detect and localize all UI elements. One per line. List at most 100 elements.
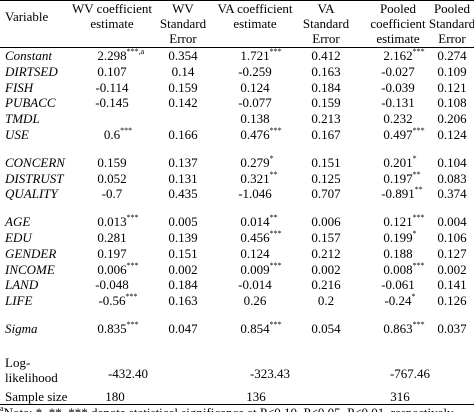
variable-label: DIRTSED (5, 63, 58, 79)
cell: 0.142 (168, 95, 198, 111)
cell-value: 0.199 (383, 230, 413, 245)
cell: 0.124 (240, 79, 270, 95)
cell: 0.212 (311, 245, 341, 261)
header-rule (0, 47, 474, 48)
significance: ** (269, 169, 278, 179)
cell: 0.159 (168, 79, 198, 95)
cell-value: -0.56 (98, 293, 126, 309)
cell: 0.126 (437, 293, 467, 309)
significance: ***,a (126, 47, 145, 56)
variable-label: USE (5, 127, 29, 142)
cell: 2.298***,a (97, 47, 145, 64)
variable-label: GENDER (5, 245, 57, 261)
cell-value: 0.013 (97, 214, 127, 230)
cell-value: 0.835 (97, 321, 127, 336)
significance: * (412, 229, 417, 238)
cell-value: 0.006 (97, 261, 127, 277)
cell-value: 0.476 (240, 127, 270, 142)
cell-value: 0.197 (383, 170, 413, 186)
cell-value: 0.201 (383, 154, 413, 170)
significance: * (412, 153, 417, 163)
cell: 0.109 (437, 63, 467, 79)
cell: 0.854*** (240, 320, 282, 337)
cell: 0.163 (311, 63, 341, 79)
top-rule (0, 0, 474, 1)
variable-label: Sigma (5, 321, 38, 336)
significance: *** (269, 229, 282, 238)
significance: ** (269, 213, 278, 223)
cell-value: 1.721 (240, 48, 270, 63)
cell: 0.138 (240, 111, 270, 127)
significance: * (269, 153, 274, 163)
cell: 1.721*** (240, 47, 282, 64)
significance: *** (269, 260, 282, 270)
cell: 0.281 (97, 230, 127, 245)
cell-value: -0.891 (381, 186, 415, 202)
significance: *** (412, 47, 425, 56)
variable-label: PUBACC (5, 95, 56, 111)
cell: 0.014** (240, 213, 278, 230)
significance: *** (412, 320, 425, 329)
cell: 0.083 (437, 170, 467, 186)
cell: 0.167 (311, 127, 341, 142)
cell: 0.279* (240, 153, 274, 170)
header-cell: Variable (5, 9, 49, 24)
summary-value: 136 (246, 389, 266, 404)
variable-label: LAND (5, 277, 39, 293)
cell: 0.199* (383, 229, 417, 246)
cell: 0.006 (311, 214, 341, 230)
cell: 0.863*** (383, 320, 425, 337)
cell: 0.121*** (383, 213, 425, 230)
significance: ** (412, 169, 421, 179)
cell: 0.274 (437, 48, 467, 63)
variable-label: FISH (5, 79, 34, 95)
cell: 0.163 (168, 293, 198, 309)
cell: -0.077 (238, 95, 272, 111)
significance: *** (126, 320, 139, 329)
cell: 0.139 (168, 230, 198, 245)
significance: * (411, 292, 416, 302)
header-cell: VA Standard Error (302, 1, 350, 46)
cell: 0.121 (437, 79, 467, 95)
significance: *** (269, 47, 282, 56)
cell: 0.127 (437, 245, 467, 261)
variable-label: LIFE (5, 293, 33, 309)
cell: -0.114 (95, 79, 129, 95)
header-cell: WV coefficient estimate (72, 1, 153, 31)
cell: 0.197** (383, 169, 421, 186)
cell-value: 2.162 (383, 48, 413, 63)
cell: -0.027 (381, 63, 415, 79)
cell: 0.184 (311, 79, 341, 95)
cell: -0.56*** (98, 293, 137, 309)
cell: -0.039 (381, 79, 415, 95)
significance: *** (412, 260, 425, 270)
cell: -0.145 (95, 95, 129, 111)
cell: -0.24* (384, 292, 416, 309)
cell: 0.106 (437, 230, 467, 245)
footnote-mark: a (0, 404, 4, 412)
header-cell: WV Standard Error (159, 1, 207, 46)
footnote: aNote: *, **, *** denote statistical sig… (0, 405, 454, 412)
bottom-rule (0, 404, 474, 405)
header-cell: Pooled Standard Error (428, 1, 474, 46)
cell: 0.005 (168, 214, 198, 230)
significance: *** (412, 213, 425, 223)
significance: *** (126, 213, 139, 223)
cell-value: 0.009 (240, 261, 270, 277)
cell: 0.213 (311, 111, 341, 127)
cell: 0.188 (383, 245, 413, 261)
cell: 0.047 (168, 321, 198, 336)
cell: 0.131 (168, 170, 198, 186)
cell: 0.151 (311, 154, 341, 170)
cell: 0.232 (383, 111, 413, 127)
cell: 0.321** (240, 169, 278, 186)
cell-value: 0.456 (240, 230, 270, 245)
variable-label: AGE (5, 214, 31, 230)
variable-label: EDU (5, 230, 32, 245)
significance: *** (269, 320, 282, 329)
cell: 0.006*** (97, 261, 138, 277)
header-cell: VA coefficient estimate (217, 1, 293, 31)
cell-value: 0.854 (240, 321, 270, 336)
cell-value: 0.008 (383, 261, 413, 277)
footnote-text: Note: *, **, *** denote statistical sign… (4, 405, 454, 412)
